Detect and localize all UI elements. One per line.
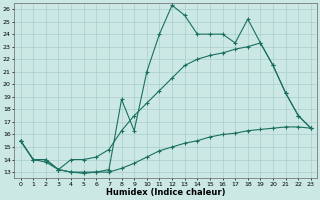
X-axis label: Humidex (Indice chaleur): Humidex (Indice chaleur) (106, 188, 226, 197)
